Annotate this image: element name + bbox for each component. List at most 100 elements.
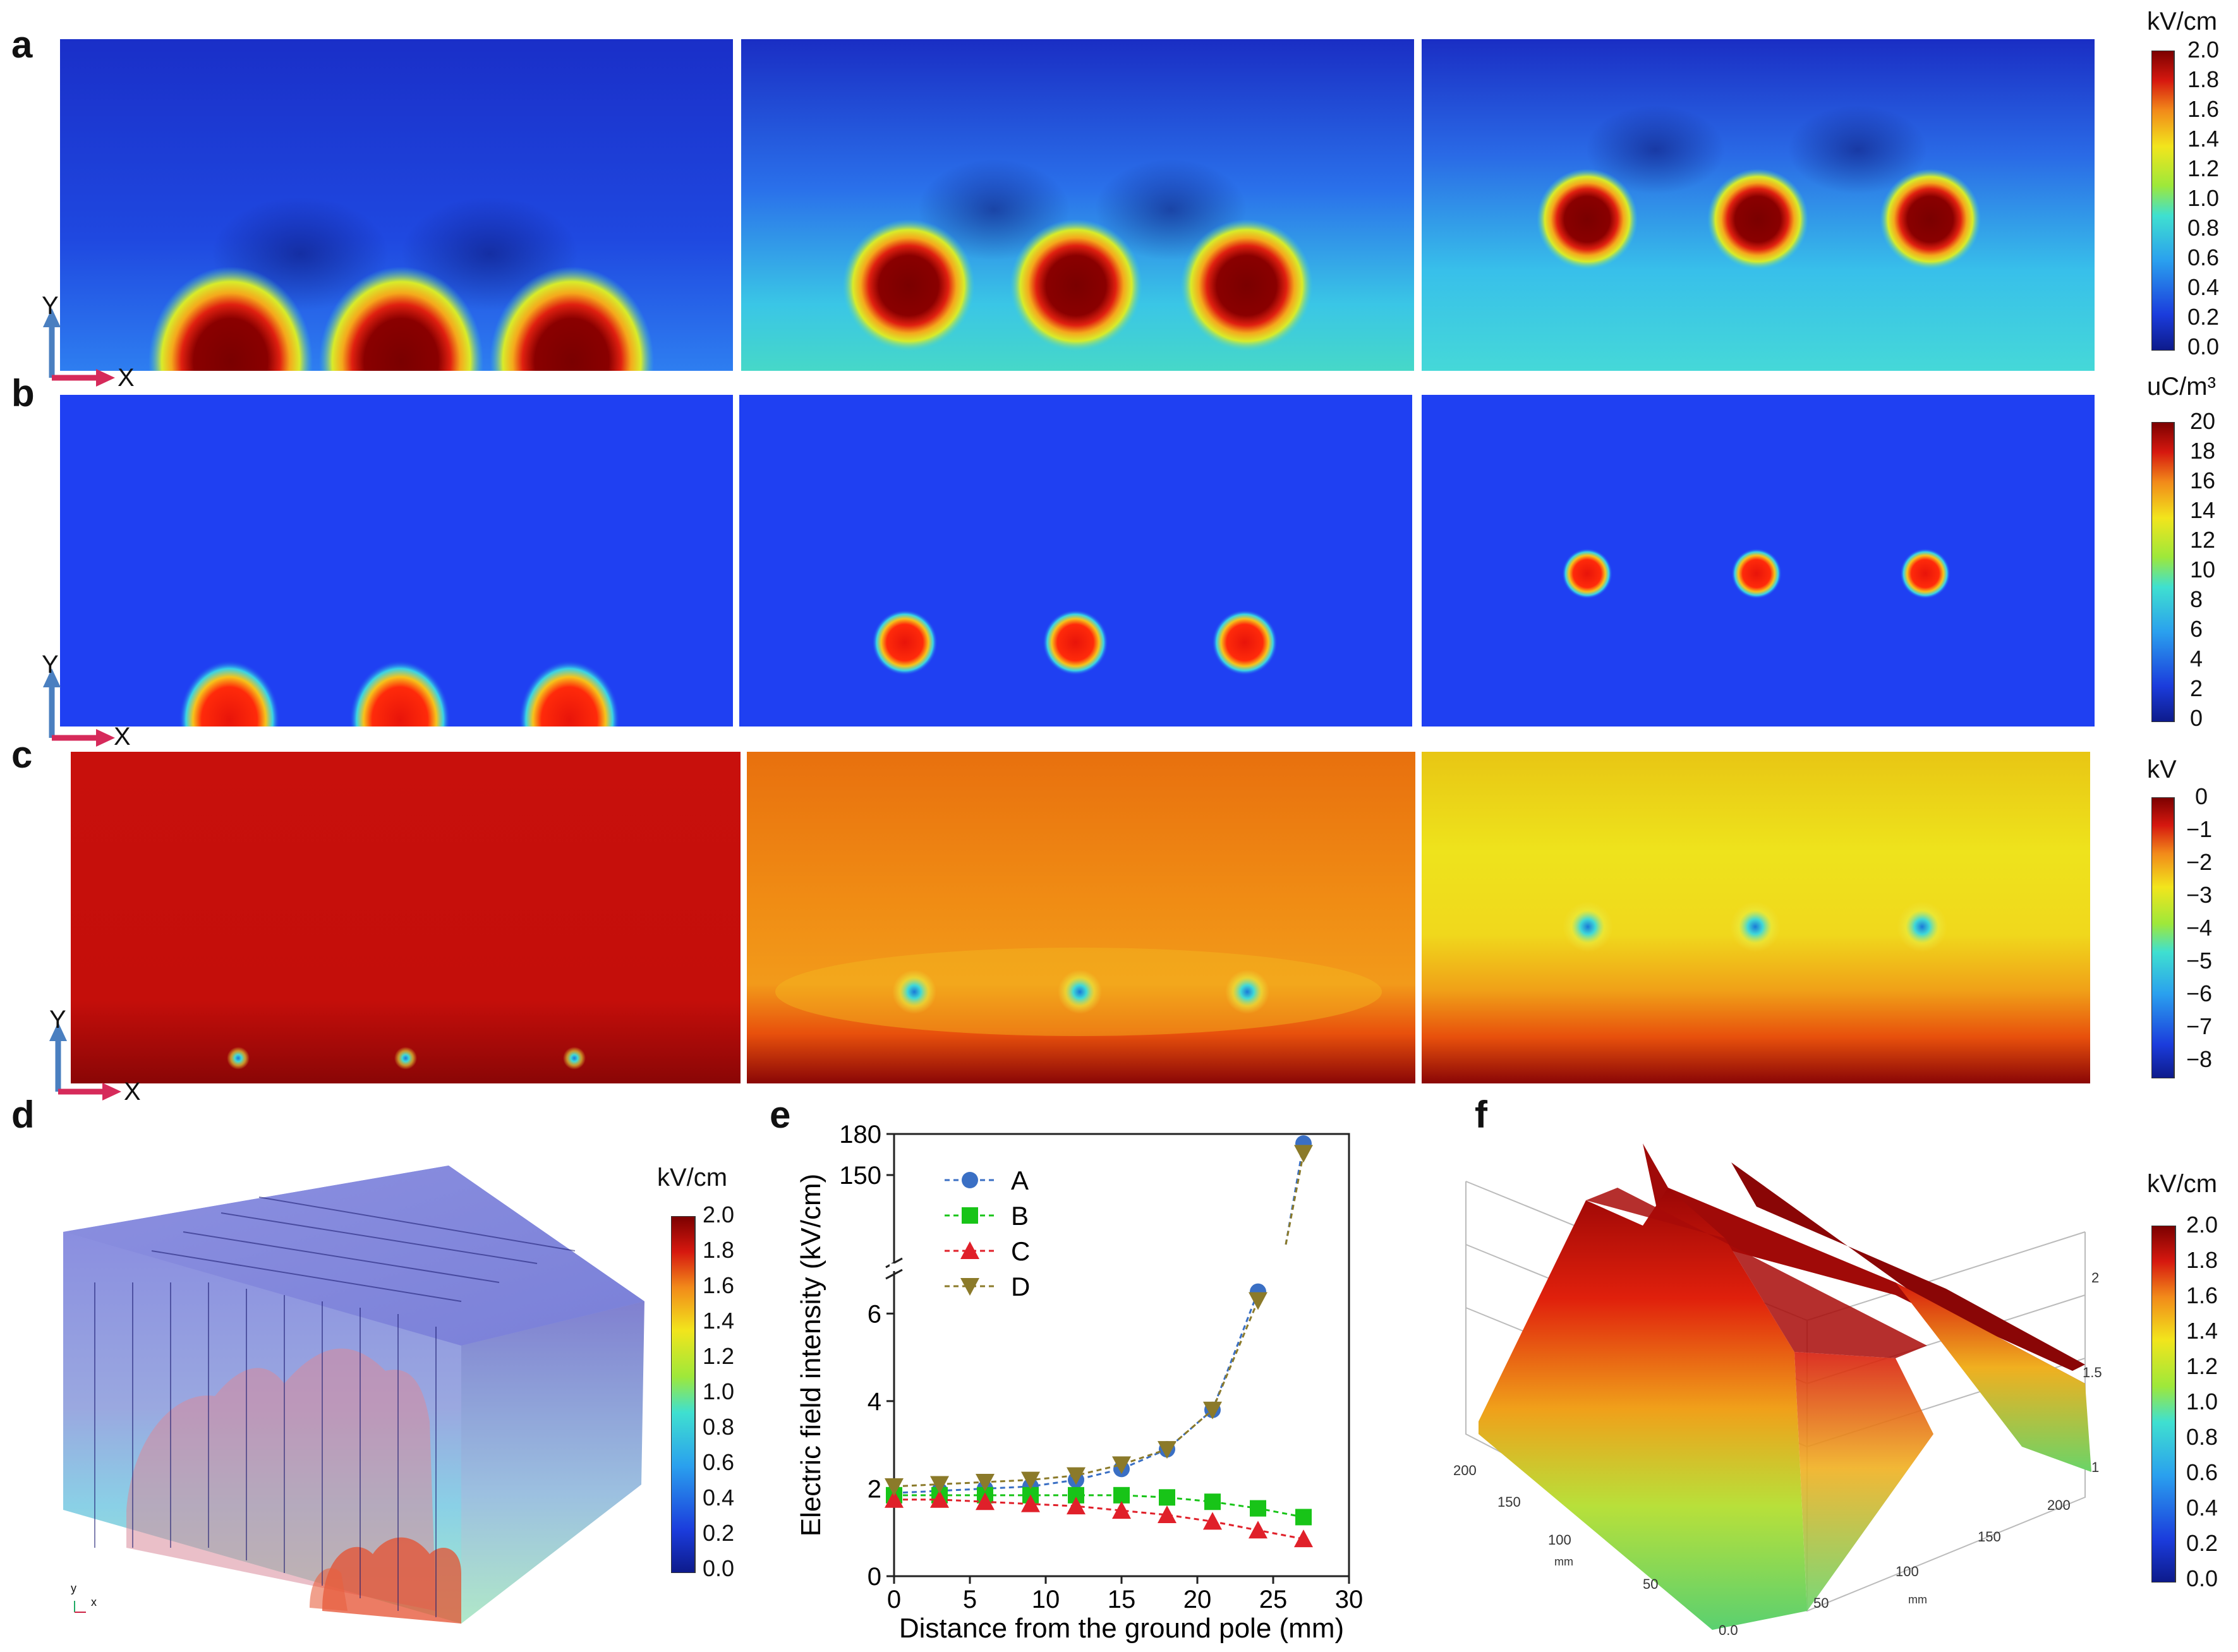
field-map-a3 (1422, 39, 2095, 371)
data-point (1158, 1505, 1176, 1523)
cb-tick: 0.2 (2187, 304, 2220, 330)
cb-tick: 0 (2195, 783, 2208, 809)
cb-tick: −7 (2186, 1013, 2213, 1039)
data-point (1067, 1497, 1086, 1515)
colorbar-unit-d: kV/cm (657, 1164, 728, 1191)
cb-tick: 8 (2190, 586, 2203, 612)
data-point (962, 1172, 978, 1188)
data-point (976, 1492, 995, 1510)
cb-tick: 6 (2190, 616, 2203, 642)
panel-letter-c: c (11, 733, 33, 776)
data-point (885, 1478, 904, 1496)
data-point (1112, 1456, 1131, 1474)
y-tick-label: 150 (839, 1162, 881, 1190)
colorbar-unit-f: kV/cm (2147, 1170, 2218, 1198)
cb-tick: 0.6 (703, 1449, 735, 1475)
cb-tick: 1.6 (2186, 1282, 2218, 1308)
cb-tick: 2.0 (2186, 1212, 2218, 1238)
colorbar-ticks-b: 20 18 16 14 12 10 8 6 4 2 0 (2190, 408, 2238, 737)
panel-letter-b: b (11, 372, 35, 414)
colorbar-ticks-a: 2.0 1.8 1.6 1.4 1.2 1.0 0.8 0.6 0.4 0.2 … (2187, 37, 2238, 365)
left-axis-unit: mm (1554, 1555, 1573, 1568)
legend-label: B (1011, 1201, 1029, 1231)
colorbar-b (2151, 422, 2175, 722)
cb-tick: 4 (2190, 646, 2203, 672)
charge-map-b1 (60, 395, 733, 727)
z-tick: 2 (2091, 1270, 2100, 1286)
data-point (1203, 1401, 1222, 1420)
cb-tick: 1.2 (2187, 155, 2220, 181)
x-axis-label: Distance from the ground pole (mm) (899, 1613, 1344, 1644)
cb-tick: 20 (2190, 408, 2216, 434)
cb-tick: 2 (2190, 675, 2203, 701)
axis-break (885, 1257, 903, 1280)
data-point (976, 1474, 995, 1492)
cb-tick: 0.8 (2186, 1424, 2218, 1450)
axis-label-y: Y (42, 292, 59, 320)
legend-label: C (1011, 1236, 1030, 1266)
cb-tick: 0 (2190, 705, 2203, 731)
colorbar-ticks-c: 0 −1 −2 −3 −4 −5 −6 −7 −8 (2186, 783, 2238, 1087)
mini-axis-label-y: y (71, 1582, 76, 1595)
cb-tick: 0.0 (2187, 334, 2220, 359)
y-tick-label: 6 (868, 1300, 881, 1328)
xy-axes-indicator-a (43, 308, 115, 387)
colorbar-ticks-d: 2.0 1.8 1.6 1.4 1.2 1.0 0.8 0.6 0.4 0.2 … (703, 1202, 753, 1587)
cb-tick: 0.4 (703, 1485, 735, 1510)
data-point (930, 1476, 949, 1494)
legend-label: A (1011, 1166, 1029, 1195)
colorbar-unit-c: kV (2147, 756, 2177, 783)
legend-label: D (1011, 1272, 1030, 1301)
series-A (886, 1135, 1312, 1502)
mini-axis-label-x: x (91, 1596, 97, 1608)
colorbar-a (2151, 51, 2175, 351)
data-point (1112, 1501, 1131, 1519)
colorbar-unit-b: uC/m³ (2147, 373, 2216, 401)
data-point (930, 1490, 949, 1508)
colorbar-unit-a: kV/cm (2147, 8, 2218, 35)
cb-tick: 0.2 (2186, 1530, 2218, 1556)
x-tick-label: 5 (963, 1586, 977, 1613)
data-point (962, 1207, 978, 1224)
cb-tick: 0.0 (703, 1555, 735, 1581)
right-axis-tick: 50 (1813, 1595, 1829, 1611)
charge-map-b2 (739, 395, 1412, 727)
data-point (1021, 1494, 1040, 1512)
data-point (1067, 1467, 1086, 1485)
legend-item-C: C (945, 1236, 1030, 1266)
x-tick-label: 0 (887, 1586, 901, 1613)
y-tick-label: 4 (868, 1388, 881, 1416)
series-D (885, 1145, 1313, 1496)
right-axis-tick: 200 (2047, 1497, 2071, 1513)
cb-tick: 12 (2190, 527, 2216, 553)
legend-item-B: B (945, 1201, 1029, 1231)
series-line (894, 1494, 1304, 1518)
cb-tick: 0.4 (2186, 1495, 2218, 1521)
colorbar-d (671, 1216, 696, 1573)
cb-tick: 1.8 (2186, 1247, 2218, 1273)
legend-item-D: D (945, 1272, 1030, 1301)
cb-tick: 1.8 (2187, 66, 2220, 92)
potential-map-c2 (747, 752, 1415, 1083)
y-axis-label: Electric field intensity (kV/cm) (795, 1174, 826, 1537)
cb-tick: 0.2 (703, 1520, 735, 1546)
data-point (1159, 1489, 1175, 1506)
panel-letter-d: d (11, 1094, 35, 1136)
right-axis-tick: 100 (1896, 1564, 1919, 1579)
cb-tick: −8 (2186, 1046, 2213, 1072)
cb-tick: 18 (2190, 438, 2216, 464)
charge-map-b3 (1422, 395, 2095, 727)
data-point (1204, 1493, 1221, 1510)
cb-tick: 10 (2190, 557, 2216, 582)
data-point (1250, 1500, 1266, 1517)
cb-tick: 0.0 (2186, 1565, 2218, 1591)
left-axis-tick: 50 (1643, 1576, 1659, 1592)
series-line (893, 1153, 1305, 1488)
cb-tick: 1.6 (703, 1272, 735, 1298)
x-tick-label: 30 (1335, 1586, 1364, 1613)
cb-tick: −5 (2186, 948, 2213, 974)
axis-label-x: X (118, 364, 135, 392)
left-axis-tick: 200 (1453, 1462, 1477, 1478)
surface-plot-3d-f (1465, 1143, 2091, 1630)
